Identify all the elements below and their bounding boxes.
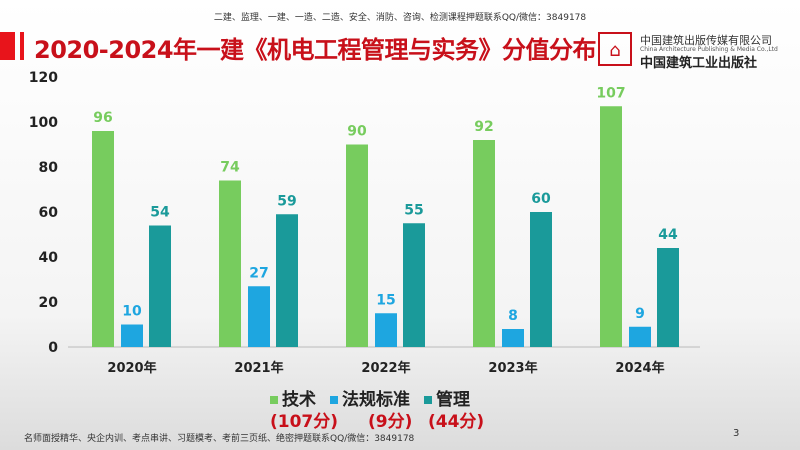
bar: [149, 225, 171, 347]
legend-item-law: 法规标准: [330, 385, 410, 410]
data-label: 74: [220, 160, 240, 176]
data-label: 59: [277, 193, 296, 209]
data-label: 55: [404, 202, 423, 218]
legend-item-tech: 技术: [270, 385, 316, 410]
data-label: 92: [474, 119, 493, 135]
bar: [276, 214, 298, 347]
page-number: 3: [733, 428, 740, 439]
x-tick-label: 2020年: [107, 360, 156, 376]
bar: [346, 144, 368, 347]
bar: [121, 324, 143, 347]
legend-item-mgmt: 管理: [424, 385, 470, 410]
points-mgmt: (44分): [428, 412, 485, 432]
data-label: 8: [508, 308, 518, 324]
bar: [219, 180, 241, 347]
publisher-name-en: China Architecture Publishing & Media Co…: [640, 46, 778, 53]
bar: [657, 248, 679, 347]
bar: [600, 106, 622, 347]
bar: [403, 223, 425, 347]
bar: [629, 326, 651, 347]
y-tick-label: 0: [48, 340, 58, 356]
x-tick-label: 2024年: [615, 360, 664, 376]
bar: [473, 140, 495, 347]
bar: [248, 286, 270, 347]
data-label: 90: [347, 124, 367, 140]
data-label: 44: [658, 227, 678, 243]
data-label: 10: [122, 304, 142, 320]
publisher-logo: ⌂: [598, 32, 632, 66]
title-accent: [0, 32, 15, 60]
y-tick-label: 120: [29, 70, 58, 86]
data-label: 107: [596, 85, 625, 101]
y-tick-label: 20: [39, 295, 59, 311]
data-label: 15: [376, 292, 395, 308]
bar: [92, 131, 114, 347]
legend: 技术 法规标准 管理: [270, 385, 470, 410]
publisher-name-2: 中国建筑工业出版社: [640, 56, 758, 71]
page-title: 2020-2024年一建《机电工程管理与实务》分值分布: [34, 36, 597, 64]
data-label: 9: [635, 306, 645, 322]
bar: [530, 212, 552, 347]
y-tick-label: 40: [39, 250, 59, 266]
title-accent-thin: [20, 32, 24, 60]
footer-note: 名师面授精华、央企内训、考点串讲、习题模考、考前三页纸、绝密押题联系QQ/微信：…: [24, 434, 415, 444]
x-tick-label: 2023年: [488, 360, 537, 376]
y-tick-label: 60: [39, 205, 59, 221]
publisher-name: 中国建筑出版传媒有限公司: [640, 34, 772, 47]
bar: [375, 313, 397, 347]
x-tick-label: 2021年: [234, 360, 283, 376]
data-label: 60: [531, 191, 551, 207]
top-note: 二建、监理、一建、一造、二造、安全、消防、咨询、检测课程押题联系QQ/微信：38…: [213, 13, 587, 23]
y-tick-label: 100: [29, 115, 58, 131]
y-tick-label: 80: [39, 160, 59, 176]
points-tech: (107分): [270, 412, 339, 432]
points-law: (9分): [368, 412, 413, 432]
x-tick-label: 2022年: [361, 360, 410, 376]
data-label: 27: [249, 265, 268, 281]
data-label: 54: [150, 205, 170, 221]
data-label: 96: [93, 110, 112, 126]
bar: [502, 329, 524, 347]
